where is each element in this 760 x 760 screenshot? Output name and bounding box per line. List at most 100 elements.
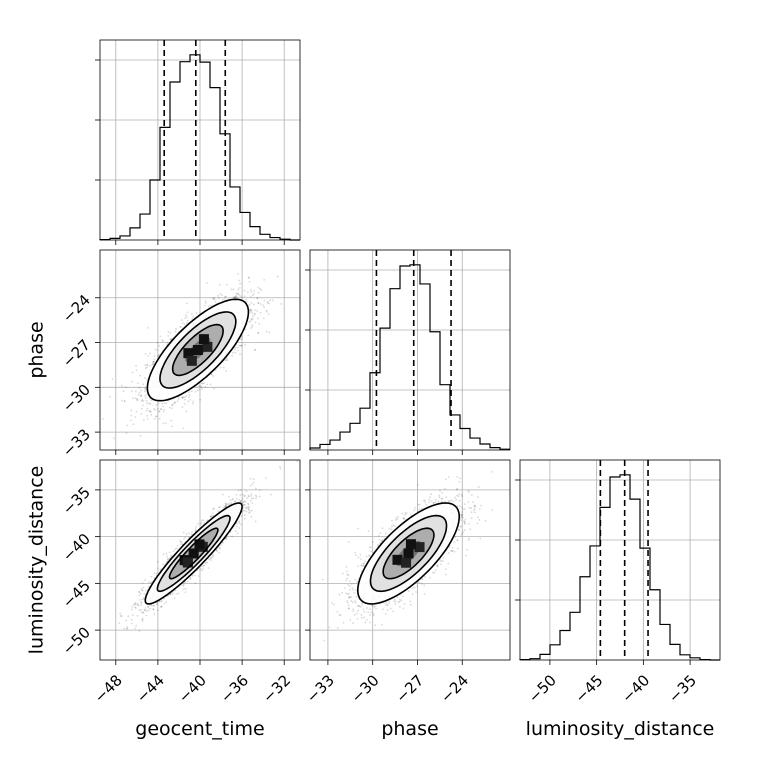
sample-point [109,395,111,398]
sample-point [225,295,227,298]
sample-point [251,324,254,326]
sample-point [142,611,145,614]
sample-point [141,589,144,592]
sample-point [185,410,188,413]
sample-point [135,398,138,400]
sample-point [209,559,212,561]
sample-point [191,531,193,533]
sample-point [164,422,167,425]
sample-point [189,578,192,580]
x-tick-label: −48 [91,671,126,706]
sample-point [259,287,261,290]
sample-point [168,406,171,409]
sample-point [224,504,227,507]
sample-point [169,332,172,335]
sample-point [212,375,215,377]
sample-point [125,432,128,435]
sample-point [236,293,239,296]
sample-point [138,594,140,597]
sample-point [210,556,213,559]
sample-point [163,402,166,404]
sample-point [172,402,175,405]
sample-point [250,509,253,512]
sample-point [206,519,209,521]
sample-point [126,424,129,427]
sample-point [140,602,143,604]
sample-point [222,366,225,369]
sample-point [197,385,200,388]
sample-point [200,519,203,522]
sample-point [248,280,251,283]
sample-point [183,537,185,540]
sample-point [253,303,255,306]
sample-point [247,503,250,506]
sample-point [238,520,241,523]
sample-point [182,396,185,399]
sample-point [224,359,227,361]
sample-point [265,330,268,333]
panel-frame [99,39,301,241]
y-tick-label: −45 [59,577,94,612]
y-tick-label: −50 [59,623,94,658]
sample-point [159,600,161,603]
sample-point [160,605,163,608]
sample-point [235,493,238,496]
sample-point [235,295,237,298]
sample-point [158,410,160,413]
sample-point [247,334,250,337]
sample-point [131,614,134,617]
sample-point [259,312,262,314]
sample-point [173,596,176,599]
sample-point [142,400,145,403]
sample-point [234,500,236,503]
sample-point [160,606,162,609]
sample-point [148,402,150,405]
sample-point [203,304,206,307]
x-tick-label: −32 [259,671,294,706]
sample-point [134,627,137,630]
sample-point [249,495,252,497]
sample-point [180,540,183,543]
sample-point [158,410,161,413]
sample-point [136,382,139,385]
sample-point [250,327,253,329]
sample-point [181,396,184,399]
sample-point [247,494,250,497]
sample-point [209,515,212,518]
sample-point [146,378,148,381]
sample-point [153,572,156,575]
sample-point [138,609,141,612]
sample-point [231,498,234,501]
sample-point [134,606,137,609]
y-tick-label: −40 [59,530,94,565]
sample-point [141,617,144,620]
sample-point [148,581,150,584]
sample-point [238,498,240,501]
sample-point [250,499,252,502]
sample-point [155,572,158,575]
sample-point [260,289,262,292]
sample-point [163,408,166,411]
sample-point [269,299,271,302]
sample-point [188,394,191,397]
sample-point [250,290,253,293]
sample-point [171,593,174,595]
sample-point [251,325,253,328]
sample-point [180,326,182,329]
sample-point [237,349,240,352]
sample-point [243,295,246,298]
sample-point [241,498,244,500]
sample-point [120,615,123,617]
sample-point [248,506,251,509]
sample-point [249,309,251,312]
sample-point [243,494,246,497]
sample-point [146,417,149,420]
sample-point [155,404,158,406]
sample-point [213,296,215,299]
sample-point [144,397,147,399]
sample-point [131,605,134,608]
sample-point [203,564,205,567]
sample-point [262,317,265,320]
sample-point [135,624,138,627]
sample-point [248,320,251,323]
